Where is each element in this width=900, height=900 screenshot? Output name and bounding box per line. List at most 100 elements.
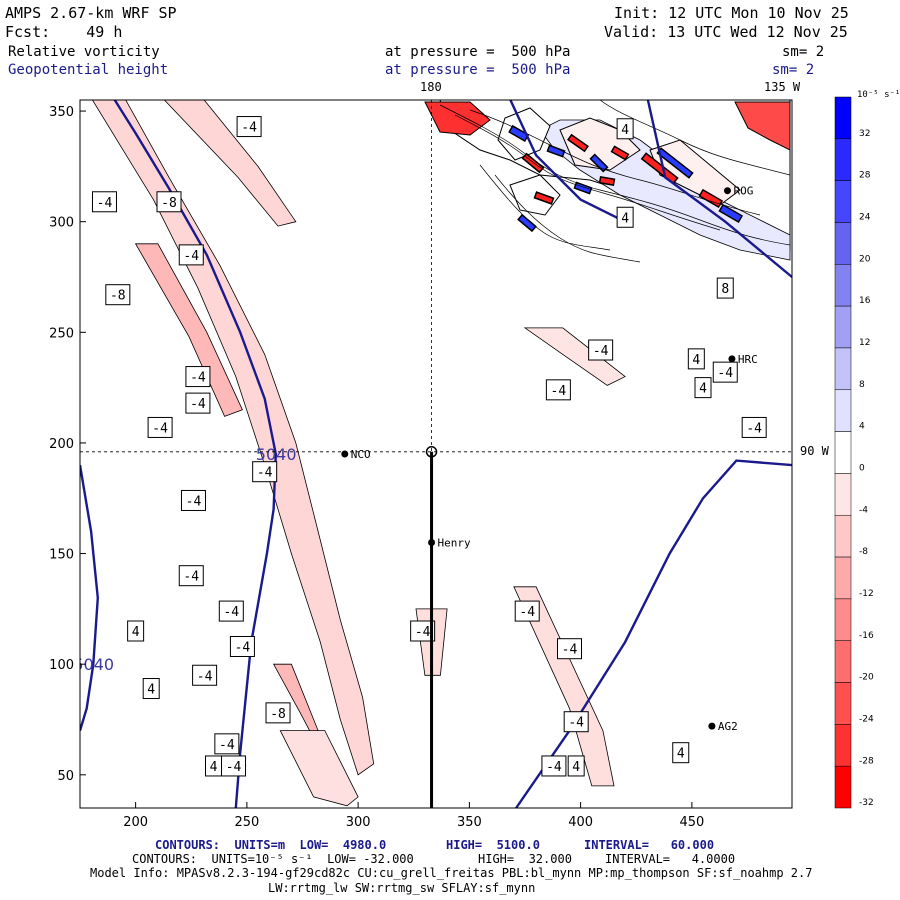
vorticity-label: -4 <box>192 664 218 686</box>
colorbar-swatch <box>834 180 852 223</box>
vorticity-label: -4 <box>541 755 567 777</box>
svg-text:-4: -4 <box>219 738 235 753</box>
colorbar-tick-label: -24 <box>859 714 874 724</box>
colorbar-swatch <box>834 765 852 809</box>
field1-name: Relative vorticity <box>8 44 160 60</box>
terrain-vorticity-cluster <box>424 100 791 263</box>
colorbar-swatch <box>834 682 852 725</box>
svg-text:-4: -4 <box>97 196 113 211</box>
vorticity-label: -4 <box>252 461 278 483</box>
field1-smooth: sm= 2 <box>782 44 825 60</box>
vorticity-label: -4 <box>178 244 204 266</box>
x-tick-label: 450 <box>679 815 704 830</box>
vorticity-band <box>163 100 297 227</box>
height-contour-line <box>113 100 278 808</box>
svg-text:-4: -4 <box>226 760 242 775</box>
footer-height-interval: INTERVAL= 60.000 <box>584 838 715 852</box>
colorbar-swatch <box>834 96 852 140</box>
svg-text:-4: -4 <box>593 344 609 359</box>
svg-text:-4: -4 <box>152 421 168 436</box>
station-henry: Henry <box>428 537 471 550</box>
svg-text:4: 4 <box>677 747 685 762</box>
vorticity-label: -4 <box>712 361 738 383</box>
colorbar-swatch <box>834 305 852 349</box>
svg-text:-8: -8 <box>110 289 126 304</box>
svg-text:AG2: AG2 <box>718 720 738 733</box>
colorbar-tick-label: 0 <box>859 464 865 474</box>
colorbar-tick-label: -4 <box>859 505 868 515</box>
svg-text:8: 8 <box>721 282 729 297</box>
vorticity-label: -4 <box>557 638 582 660</box>
x-tick-label: 400 <box>568 815 593 830</box>
svg-text:HRC: HRC <box>738 353 758 366</box>
vorticity-label: -4 <box>185 366 211 388</box>
vorticity-label: 4 <box>694 377 712 399</box>
svg-text:-4: -4 <box>223 605 239 620</box>
svg-text:4: 4 <box>699 382 707 397</box>
x-tick-label: 300 <box>346 815 371 830</box>
colorbar-swatch <box>834 724 852 767</box>
field1-level: at pressure = 500 hPa <box>385 44 571 60</box>
vorticity-label: 4 <box>687 348 705 370</box>
vorticity-label: -4 <box>410 620 436 642</box>
vorticity-band <box>513 586 615 787</box>
colorbar-tick-label: 28 <box>859 171 871 181</box>
footer-height-high: HIGH= 5100.0 <box>446 838 540 852</box>
svg-text:-4: -4 <box>257 466 273 481</box>
svg-text:-4: -4 <box>186 494 202 509</box>
vorticity-label: -4 <box>545 379 571 401</box>
vorticity-label: 4 <box>127 620 145 642</box>
svg-text:-4: -4 <box>568 716 584 731</box>
footer-vort-high: HIGH= 32.000 <box>478 852 572 866</box>
colorbar-tick-label: 4 <box>859 422 865 432</box>
vorticity-label: -4 <box>91 191 117 213</box>
colorbar-swatch <box>834 640 852 683</box>
colorbar-tick-label: -8 <box>859 547 868 557</box>
vorticity-label: -4 <box>588 339 614 361</box>
y-tick-label: 150 <box>49 548 74 563</box>
colorbar-tick-label: 8 <box>859 380 865 390</box>
vorticity-shading <box>91 100 626 807</box>
svg-text:4: 4 <box>572 760 580 775</box>
axes: 200 250 300 350 400 450 50 100 150 200 250 300 350 <box>49 105 704 830</box>
colorbar-swatch <box>834 514 852 558</box>
vorticity-label: -8 <box>156 191 182 213</box>
meridian-label-top: 180 <box>420 80 442 94</box>
colorbar-tick-label: 20 <box>859 254 871 264</box>
vorticity-band <box>279 730 359 807</box>
height-contour-line <box>646 100 792 278</box>
station-rog: ROG <box>723 185 753 198</box>
vorticity-label: 8 <box>716 277 734 299</box>
colorbar-swatch <box>834 222 852 265</box>
colorbar-tick-label: 24 <box>859 213 871 223</box>
height-contour-label: 5040 <box>256 445 297 464</box>
colorbar-unit: 10⁻⁵ s⁻¹ <box>857 90 900 100</box>
colorbar-swatch <box>834 598 852 641</box>
station-hrc: HRC <box>728 353 758 366</box>
vorticity-label: -4 <box>741 416 767 438</box>
svg-text:NCO: NCO <box>351 448 371 461</box>
colorbar-swatch <box>834 389 852 432</box>
vorticity-label: -4 <box>178 565 204 587</box>
valid-time: Valid: 13 UTC Wed 12 Nov 25 <box>604 23 848 41</box>
vorticity-label: -4 <box>236 116 262 138</box>
footer-vort-contours: CONTOURS: UNITS=10⁻⁵ s⁻¹ LOW= -32.000 <box>132 852 414 866</box>
colorbar-swatch <box>834 431 852 474</box>
vorticity-band <box>91 100 375 776</box>
svg-text:4: 4 <box>621 211 629 226</box>
svg-text:-4: -4 <box>197 669 213 684</box>
svg-text:-8: -8 <box>270 707 286 722</box>
x-tick-label: 250 <box>234 815 259 830</box>
colorbar-swatch <box>834 138 852 181</box>
vorticity-label: 4 <box>205 755 222 777</box>
svg-text:ROG: ROG <box>733 185 753 198</box>
colorbar-swatch <box>834 556 852 600</box>
vorticity-label: -4 <box>180 489 206 511</box>
vorticity-label: 4 <box>567 755 585 777</box>
footer-vort-interval: INTERVAL= 4.0000 <box>605 852 736 866</box>
colorbar-tick-label: -28 <box>859 756 874 766</box>
svg-text:-4: -4 <box>546 760 562 775</box>
cross-section-lines <box>80 100 792 808</box>
svg-text:-4: -4 <box>562 643 578 658</box>
